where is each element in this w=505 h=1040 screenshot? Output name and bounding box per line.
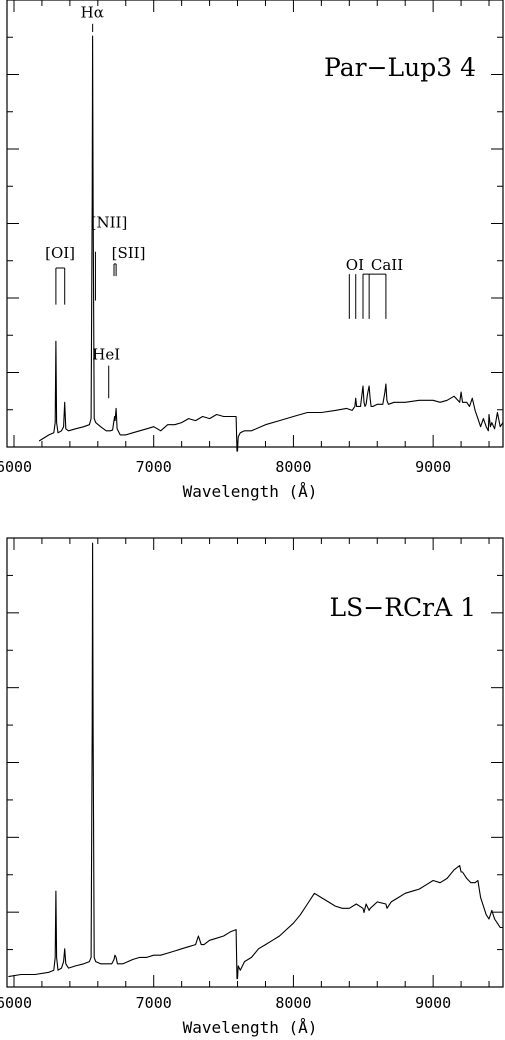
x-tick-label: 9000 [415,458,451,476]
line-identification-markers: Hα [NII] [SII] [OI] HeI OI CaII [45,4,403,399]
x-axis-label: Wavelength (Å) [183,482,318,501]
line-label: [SII] [112,244,146,262]
x-tick-labels: 6000 7000 8000 9000 [0,458,451,476]
y-axis-ticks [7,36,503,411]
spectrum-panel-ls-rcra-1: LS−RCrA 1 6000 7000 8000 9000 Wavelength (Å… [0,537,504,1037]
x-tick-label: 6000 [0,458,32,476]
x-tick-label: 6000 [0,994,32,1012]
line-label: Hα [81,4,104,22]
chart-title: LS−RCrA 1 [330,593,476,622]
spectrum-line [38,35,504,452]
line-label: CaII [371,256,403,274]
spectrum-panel-par-lup3-4: Hα [NII] [SII] [OI] HeI OI CaII Par−Lup3 4 600… [0,0,504,501]
x-axis-ticks [13,538,490,987]
line-label: [OI] [45,244,75,262]
line-label: HeI [92,346,120,364]
spectrum-line [8,542,503,980]
line-label: OI [346,256,364,274]
x-axis-ticks [13,0,490,447]
x-axis-label: Wavelength (Å) [183,1018,318,1037]
line-label: [NII] [91,213,128,231]
x-tick-label: 7000 [136,994,172,1012]
x-tick-label: 8000 [275,994,311,1012]
y-axis-ticks [7,574,503,951]
x-tick-labels: 6000 7000 8000 9000 [0,994,451,1012]
x-tick-label: 8000 [275,458,311,476]
x-tick-label: 7000 [136,458,172,476]
x-tick-label: 9000 [415,994,451,1012]
chart-title: Par−Lup3 4 [324,53,476,82]
